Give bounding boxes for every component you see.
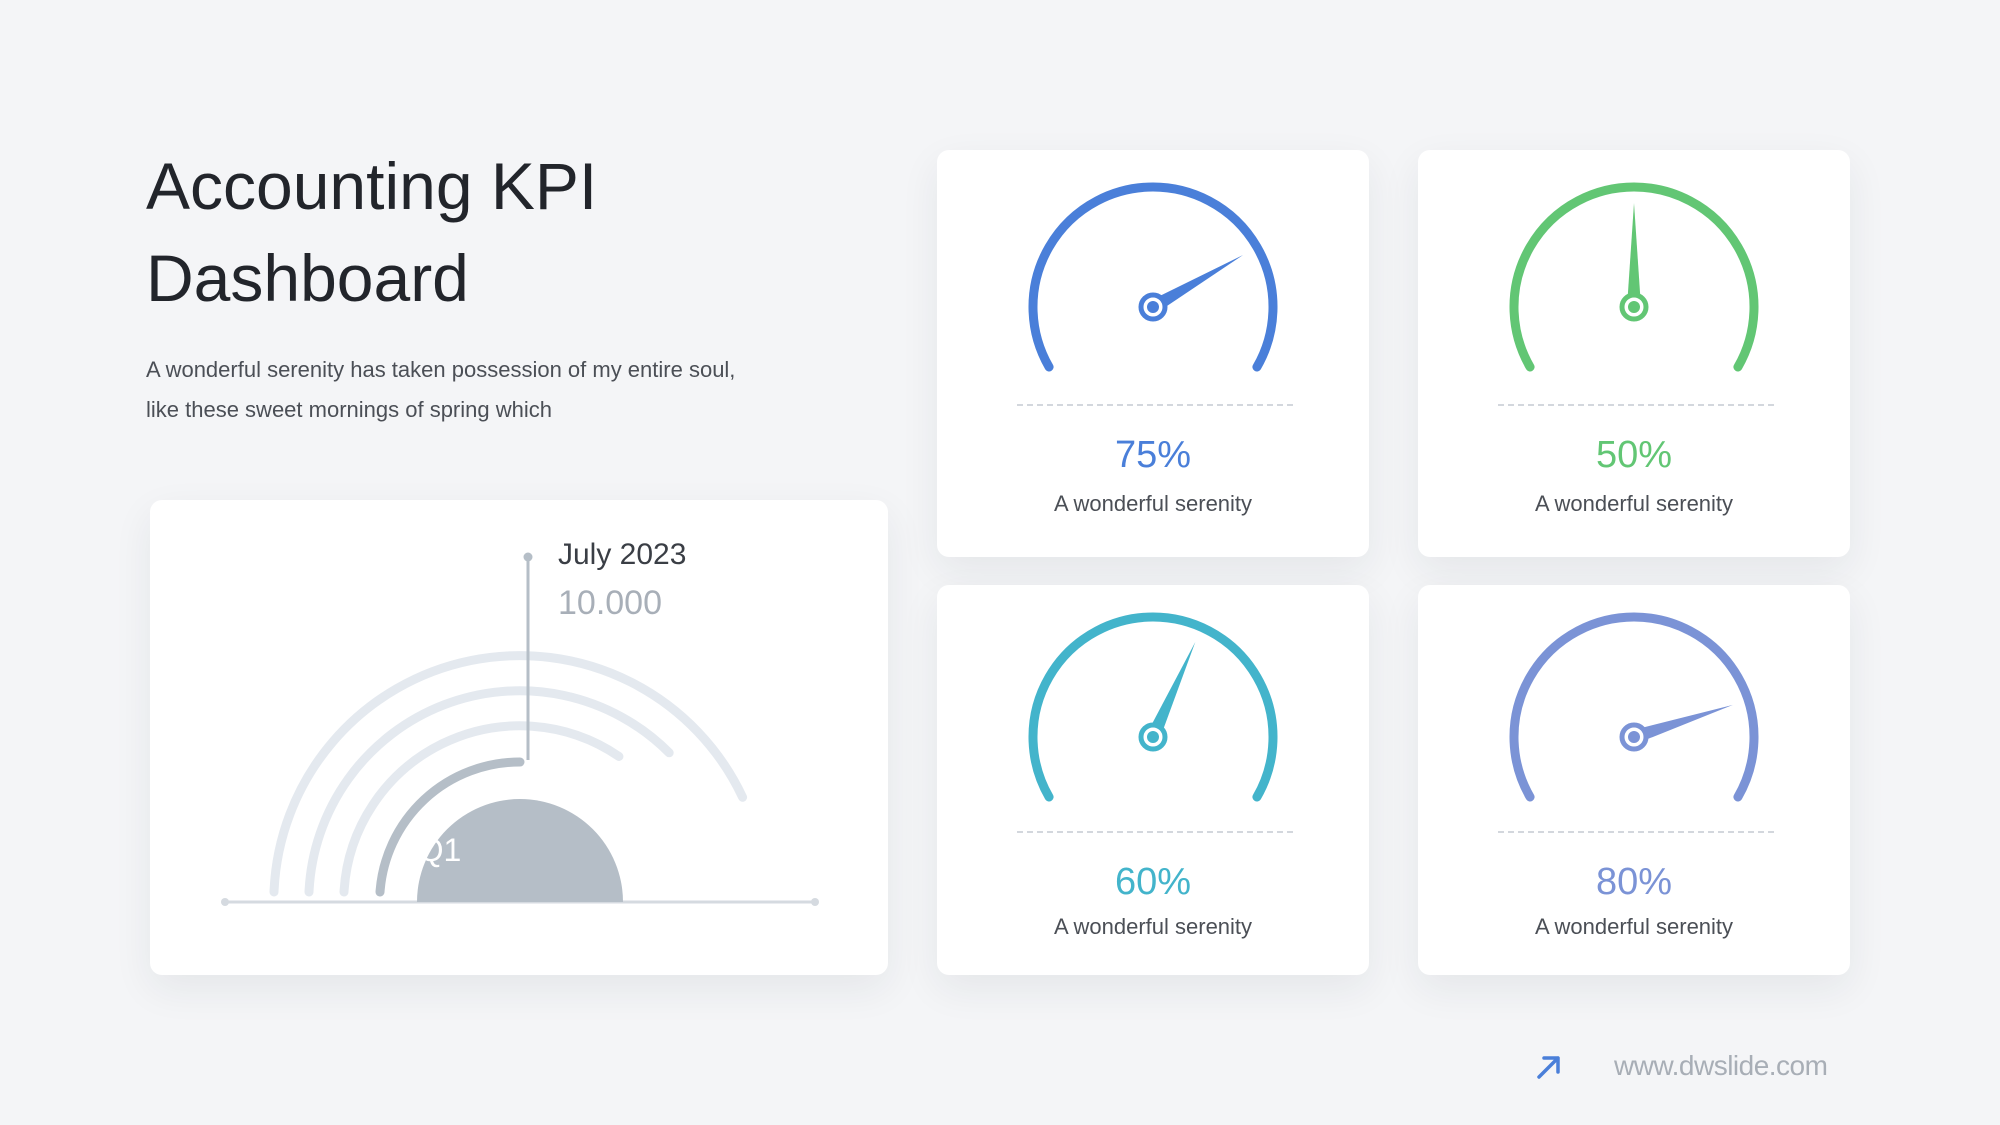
axis-end-dot [221, 898, 229, 906]
gauge-percent-3: 60% [1114, 861, 1192, 903]
gauge-divider [1498, 831, 1774, 833]
title-line-2: Dashboard [146, 241, 469, 315]
gauge-needle [1631, 704, 1733, 744]
subtitle-line-2: like these sweet mornings of spring whic… [146, 397, 552, 422]
gauge-4 [1509, 612, 1759, 802]
callout-value: 10.000 [558, 584, 662, 622]
center-half-disc [417, 799, 623, 902]
gauge-hub-dot [1147, 731, 1159, 743]
gauge-description-4: A wonderful serenity [1534, 914, 1734, 939]
gauge-arc [1028, 182, 1278, 372]
radial-ring-4 [269, 651, 748, 897]
gauge-hub-dot [1147, 301, 1159, 313]
arrow-up-right-icon [1537, 1056, 1560, 1079]
gauge-needle [1627, 203, 1641, 307]
radial-bar-chart [221, 552, 819, 906]
title-line-1: Accounting KPI [146, 149, 598, 223]
gauge-percent-1: 75% [1114, 434, 1192, 476]
gauge-divider [1017, 831, 1293, 833]
gauge-1 [1028, 182, 1278, 372]
gauge-percent-2: 50% [1595, 434, 1673, 476]
gauge-hub-dot [1628, 301, 1640, 313]
gauge-card-3: 60% A wonderful serenity [937, 585, 1369, 975]
gauge-arc [1028, 612, 1278, 802]
axis-end-dot [811, 898, 819, 906]
radial-ring-1 [375, 757, 525, 897]
radial-chart-card: July 2023 10.000 Q1 [150, 500, 888, 975]
gauge-card-1: 75% A wonderful serenity [937, 150, 1369, 557]
center-label: Q1 [418, 832, 462, 868]
gauge-description-3: A wonderful serenity [1053, 914, 1253, 939]
subtitle-line-1: A wonderful serenity has taken possessio… [146, 357, 736, 382]
gauge-card-2: 50% A wonderful serenity [1418, 150, 1850, 557]
gauge-percent-4: 80% [1595, 861, 1673, 903]
gauge-hub-dot [1628, 731, 1640, 743]
page-title: Accounting KPI Dashboard [146, 140, 846, 324]
gauge-arc [1509, 182, 1759, 372]
callout-date: July 2023 [558, 538, 687, 571]
page-subtitle: A wonderful serenity has taken possessio… [146, 350, 806, 430]
callout-dot [523, 552, 533, 562]
gauge-description-1: A wonderful serenity [1053, 491, 1253, 516]
footer-url[interactable]: www.dwslide.com [1614, 1050, 1828, 1081]
gauge-divider [1017, 404, 1293, 406]
gauge-needle [1149, 255, 1244, 314]
gauge-card-4: 80% A wonderful serenity [1418, 585, 1850, 975]
gauge-needle [1146, 641, 1196, 740]
gauge-description-2: A wonderful serenity [1534, 491, 1734, 516]
gauge-arc [1509, 612, 1759, 802]
radial-ring-3 [304, 686, 674, 897]
gauge-2 [1509, 182, 1759, 372]
radial-ring-2 [339, 721, 624, 897]
gauge-3 [1028, 612, 1278, 802]
gauge-divider [1498, 404, 1774, 406]
